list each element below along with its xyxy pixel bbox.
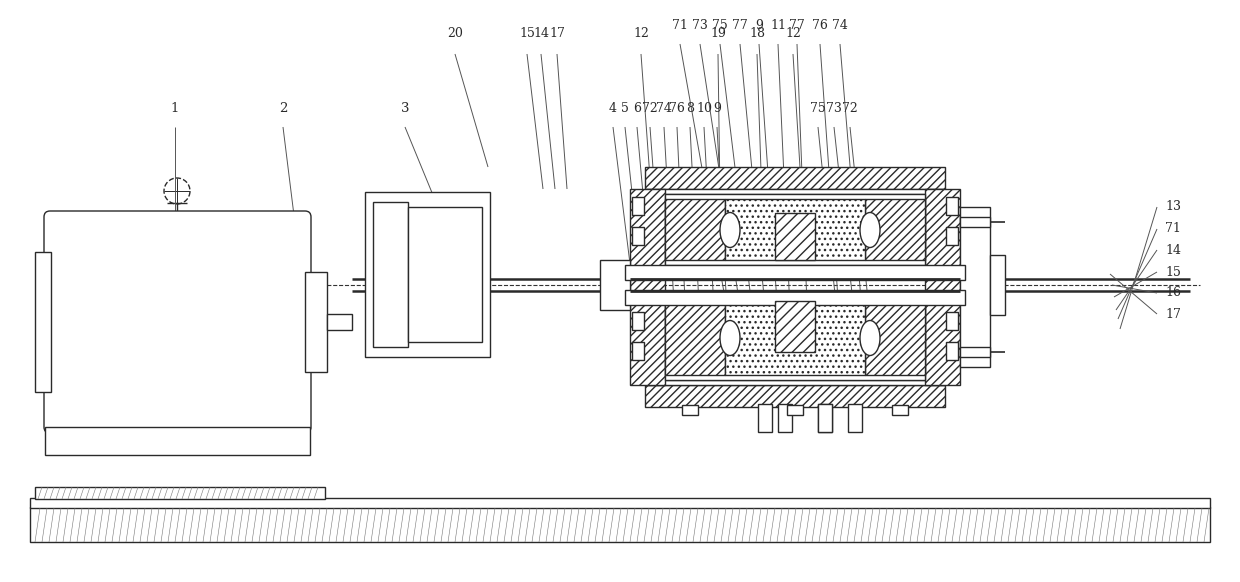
Text: 76: 76 [670,102,684,115]
Bar [600,260,630,310]
Text: 17: 17 [1166,307,1180,321]
Bar [665,300,725,375]
Ellipse shape [720,321,740,356]
Bar [305,272,327,372]
Bar [946,227,959,245]
Bar [892,405,908,415]
Bar [365,192,490,357]
Bar [632,227,644,245]
Text: 15: 15 [1166,265,1180,279]
Bar [632,312,644,330]
Text: 12: 12 [634,27,649,40]
Bar [30,498,1210,508]
Text: 18: 18 [749,27,765,40]
Bar [408,207,482,342]
Bar [645,167,945,189]
Text: 77: 77 [789,19,805,32]
Text: 12: 12 [785,27,801,40]
Bar [645,189,945,194]
Bar [665,295,925,380]
Bar [625,290,965,305]
Text: 71: 71 [1166,222,1180,236]
Text: 3: 3 [401,102,409,115]
Bar [787,405,804,415]
Text: 8: 8 [686,102,694,115]
Bar [35,487,325,499]
Text: 16: 16 [1166,286,1180,300]
Text: 17: 17 [549,27,565,40]
Bar [645,380,945,385]
Bar [775,213,815,260]
Bar [777,404,792,432]
Bar [665,194,925,265]
Text: 77: 77 [732,19,748,32]
Bar [946,342,959,360]
Text: 9: 9 [755,19,763,32]
Text: 2: 2 [279,102,288,115]
Text: 72: 72 [642,102,658,115]
Bar [925,189,960,385]
Bar [946,197,959,215]
Bar [775,301,815,352]
Text: 75: 75 [810,102,826,115]
Bar [645,385,945,407]
Bar [373,202,408,347]
Bar [30,507,1210,542]
Bar [45,427,310,455]
Bar [682,405,698,415]
Bar [725,199,866,260]
Bar [758,404,773,432]
Bar [848,404,862,432]
Bar [625,265,965,280]
Bar [866,199,925,260]
Text: 76: 76 [812,19,828,32]
Bar [818,404,832,432]
Ellipse shape [861,321,880,356]
Text: 1: 1 [171,102,180,115]
Bar [818,404,832,432]
Text: 73: 73 [692,19,708,32]
Bar [665,199,725,260]
Text: 15: 15 [520,27,534,40]
Bar [632,197,644,215]
Text: 14: 14 [533,27,549,40]
Text: 9: 9 [713,102,720,115]
FancyBboxPatch shape [43,211,311,433]
Text: 13: 13 [1166,201,1180,214]
Text: 20: 20 [448,27,463,40]
Text: 19: 19 [711,27,725,40]
Text: 11: 11 [770,19,786,32]
Text: 74: 74 [656,102,672,115]
Bar [630,189,665,385]
Bar [960,207,990,367]
Bar [327,314,352,330]
Bar [990,255,1004,315]
Text: 6: 6 [632,102,641,115]
Text: 73: 73 [826,102,842,115]
Ellipse shape [861,212,880,247]
Bar [866,300,925,375]
Text: 74: 74 [832,19,848,32]
Bar [35,252,51,392]
Text: 5: 5 [621,102,629,115]
Text: 75: 75 [712,19,728,32]
Bar [725,300,866,375]
Text: 72: 72 [842,102,858,115]
Bar [960,347,990,357]
Text: 4: 4 [609,102,618,115]
Bar [632,342,644,360]
Text: 10: 10 [696,102,712,115]
Bar [946,312,959,330]
Bar [960,217,990,227]
Text: 71: 71 [672,19,688,32]
Text: 14: 14 [1166,243,1180,257]
Ellipse shape [720,212,740,247]
